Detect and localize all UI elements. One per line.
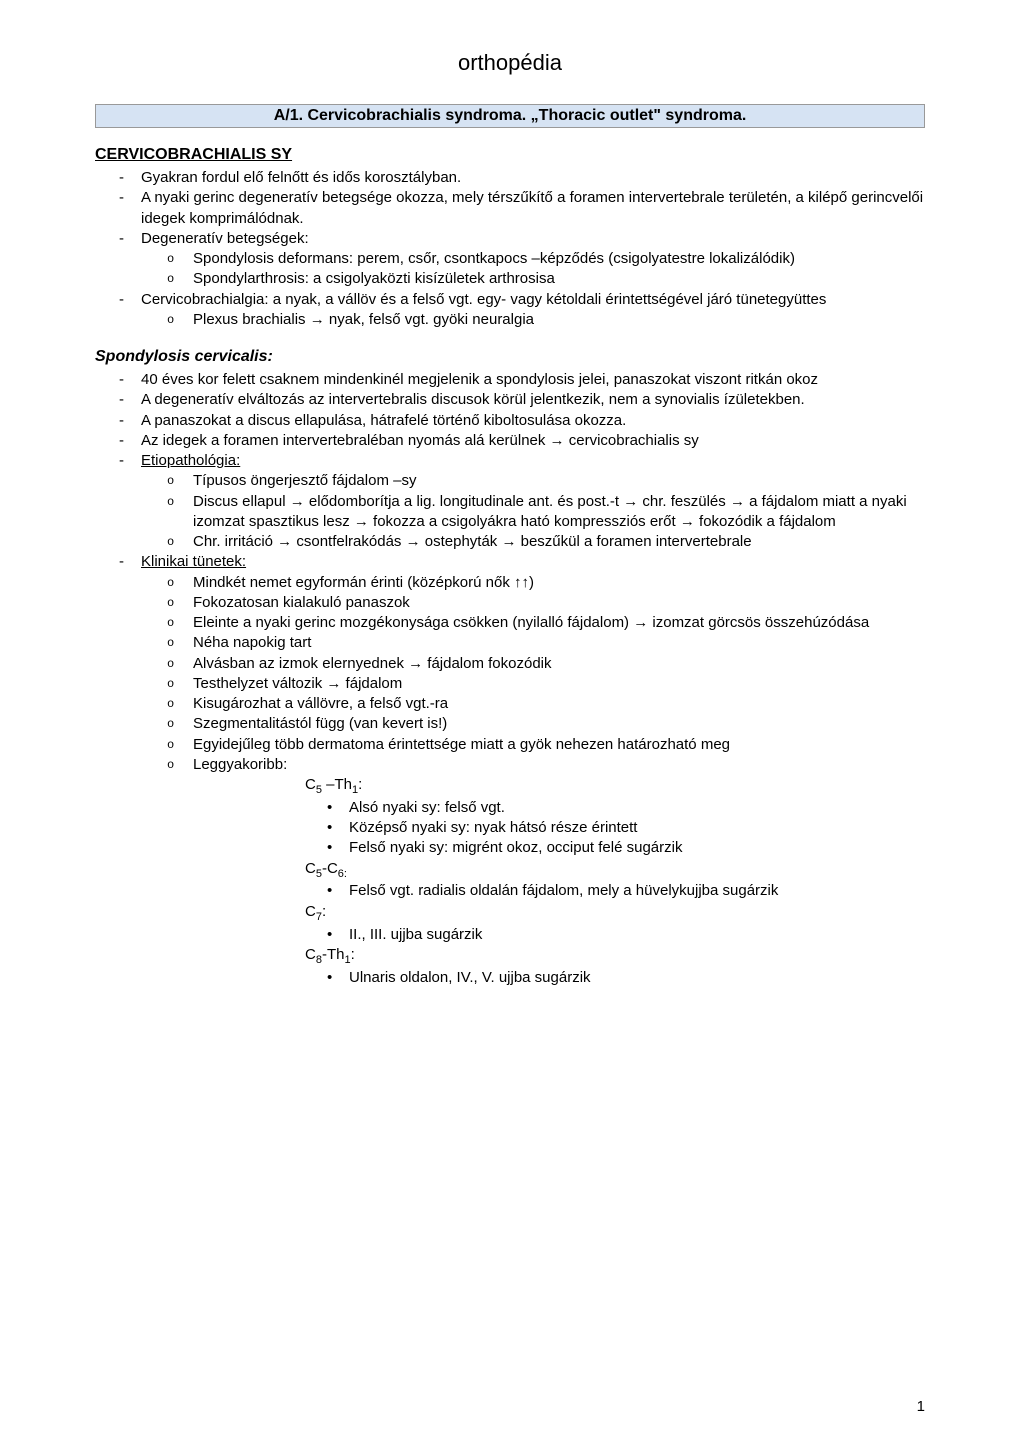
list-item: A panaszokat a discus ellapulása, hátraf… bbox=[141, 411, 925, 431]
list-spondylosis: 40 éves kor felett csaknem mindenkinél m… bbox=[95, 370, 925, 988]
seg-text: : bbox=[322, 903, 326, 920]
list-item: Alsó nyaki sy: felső vgt. bbox=[349, 798, 925, 818]
list-item: Spondylarthrosis: a csigolyaközti kisízü… bbox=[193, 269, 925, 289]
seg-text: –Th bbox=[322, 776, 352, 793]
list-item: Leggyakoribb: bbox=[193, 755, 925, 775]
list-item: Felső nyaki sy: migrént okoz, occiput fe… bbox=[349, 838, 925, 858]
section-title: A/1. Cervicobrachialis syndroma. „Thorac… bbox=[95, 104, 925, 128]
seg-text: C bbox=[305, 946, 316, 963]
list-item: Degeneratív betegségek: bbox=[141, 229, 925, 249]
sublist-segments: C5 –Th1: Alsó nyaki sy: felső vgt. Közép… bbox=[193, 775, 925, 988]
list-item: Fokozatosan kialakuló panaszok bbox=[193, 593, 925, 613]
subheading-clinical: Klinikai tünetek: bbox=[141, 553, 246, 570]
seg-text: C bbox=[305, 776, 316, 793]
sublist-clinical: Mindkét nemet egyformán érinti (középkor… bbox=[141, 573, 925, 988]
list-item: Klinikai tünetek: bbox=[141, 552, 925, 572]
seg-text: -Th bbox=[322, 946, 345, 963]
list-item: Ulnaris oldalon, IV., V. ujjba sugárzik bbox=[349, 968, 925, 988]
list-item: Gyakran fordul elő felnőtt és idős koros… bbox=[141, 168, 925, 188]
list-item: Az idegek a foramen intervertebraléban n… bbox=[141, 431, 925, 451]
seg-text: : bbox=[351, 946, 355, 963]
seg-text: C bbox=[305, 903, 316, 920]
list-item: Középső nyaki sy: nyak hátsó része érint… bbox=[349, 818, 925, 838]
sublist-etiopath: Típusos öngerjesztő fájdalom –sy Discus … bbox=[141, 471, 925, 552]
list-item: Testhelyzet változik → fájdalom bbox=[193, 674, 925, 694]
list-intro: Gyakran fordul elő felnőtt és idős koros… bbox=[95, 168, 925, 330]
list-item: Eleinte a nyaki gerinc mozgékonysága csö… bbox=[193, 613, 925, 633]
list-item: Mindkét nemet egyformán érinti (középkor… bbox=[193, 573, 925, 593]
list-item: A nyaki gerinc degeneratív betegsége oko… bbox=[141, 188, 925, 229]
list-item: Egyidejűleg több dermatoma érintettsége … bbox=[193, 735, 925, 755]
list-item: Alvásban az izmok elernyednek → fájdalom… bbox=[193, 654, 925, 674]
segment-label-c5-th1: C5 –Th1: bbox=[305, 775, 925, 798]
list-item: Típusos öngerjesztő fájdalom –sy bbox=[193, 471, 925, 491]
segment-label-c5-c6: C5-C6: bbox=[305, 859, 925, 882]
heading-cervicobrachialis: CERVICOBRACHIALIS SY bbox=[95, 146, 925, 164]
list-item: Etiopathológia: bbox=[141, 451, 925, 471]
list-item: II., III. ujjba sugárzik bbox=[349, 925, 925, 945]
list-item: Kisugározhat a vállövre, a felső vgt.-ra bbox=[193, 694, 925, 714]
list-item: Felső vgt. radialis oldalán fájdalom, me… bbox=[349, 881, 925, 901]
list-item: Cervicobrachialgia: a nyak, a vállöv és … bbox=[141, 290, 925, 310]
sublist: Spondylosis deformans: perem, csőr, cson… bbox=[141, 249, 925, 290]
segment-label-c8-th1: C8-Th1: bbox=[305, 945, 925, 968]
sublist-bullet: Alsó nyaki sy: felső vgt. Középső nyaki … bbox=[305, 798, 925, 859]
list-item: A degeneratív elváltozás az intervertebr… bbox=[141, 390, 925, 410]
page-number: 1 bbox=[917, 1398, 925, 1415]
list-item: 40 éves kor felett csaknem mindenkinél m… bbox=[141, 370, 925, 390]
document-header: orthopédia bbox=[95, 50, 925, 76]
subheading-etiopath: Etiopathológia: bbox=[141, 452, 240, 469]
list-item: Szegmentalitástól függ (van kevert is!) bbox=[193, 714, 925, 734]
segment-label-c7: C7: bbox=[305, 902, 925, 925]
list-item: Plexus brachialis → nyak, felső vgt. gyö… bbox=[193, 310, 925, 330]
list-item: Néha napokig tart bbox=[193, 633, 925, 653]
sublist-bullet: Ulnaris oldalon, IV., V. ujjba sugárzik bbox=[305, 968, 925, 988]
heading-spondylosis: Spondylosis cervicalis: bbox=[95, 348, 925, 366]
list-item: Chr. irritáció → csontfelrakódás → ostep… bbox=[193, 532, 925, 552]
list-item: Spondylosis deformans: perem, csőr, cson… bbox=[193, 249, 925, 269]
sublist-bullet: II., III. ujjba sugárzik bbox=[305, 925, 925, 945]
document-page: orthopédia A/1. Cervicobrachialis syndro… bbox=[0, 0, 1020, 1443]
seg-text: : bbox=[358, 776, 362, 793]
sublist-bullet: Felső vgt. radialis oldalán fájdalom, me… bbox=[305, 881, 925, 901]
seg-sub: 6: bbox=[338, 868, 347, 880]
sublist: Plexus brachialis → nyak, felső vgt. gyö… bbox=[141, 310, 925, 330]
seg-text: C bbox=[305, 860, 316, 877]
seg-text: -C bbox=[322, 860, 338, 877]
list-item: Discus ellapul → elődomborítja a lig. lo… bbox=[193, 492, 925, 533]
